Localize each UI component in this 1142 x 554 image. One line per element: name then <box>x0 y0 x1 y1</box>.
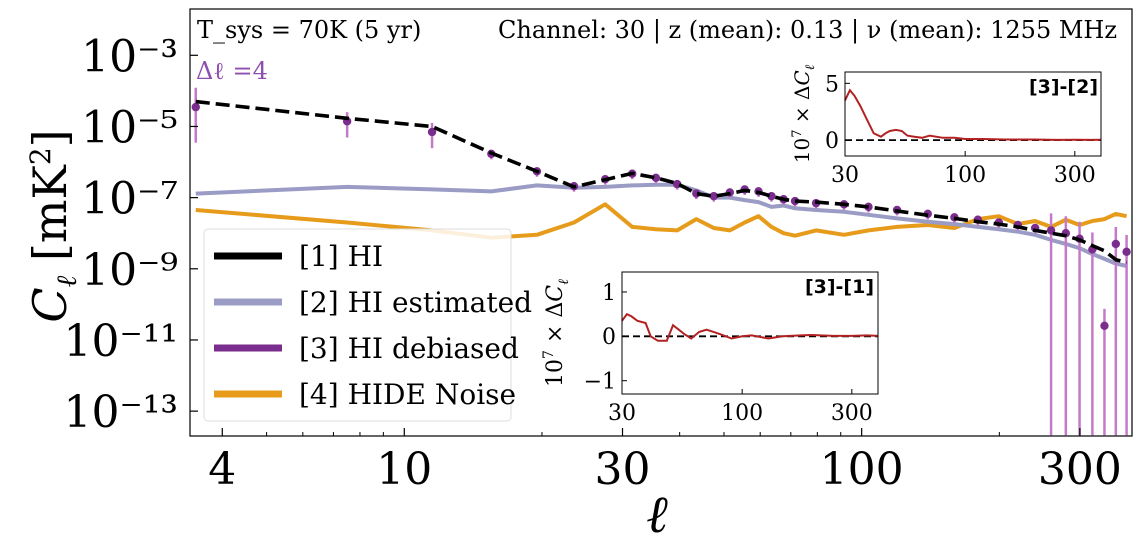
y-tick-label: 10⁻³ <box>81 31 178 82</box>
y-tick-label: 10⁻⁵ <box>81 102 178 153</box>
x-axis-label: ℓ <box>646 485 668 545</box>
inset-3-1-y-tick-label: 1 <box>602 281 616 306</box>
legend-label: [3] HI debiased <box>299 332 519 365</box>
y-tick-label: 10⁻¹³ <box>64 387 179 438</box>
inset-3-2-x-tick-label: 100 <box>944 163 986 188</box>
legend-label: [2] HI estimated <box>299 286 532 319</box>
y-axis-label: Cℓ [mK2] <box>23 129 83 322</box>
inset-3-2-y-tick-label: 5 <box>825 72 839 97</box>
legend-frame <box>203 228 512 422</box>
inset-3-1-x-tick-label: 300 <box>831 401 873 426</box>
inset-3-1-x-tick-label: 100 <box>721 401 763 426</box>
x-tick-label: 4 <box>208 444 236 495</box>
inset-3-1-y-label: 107 × ΔCℓ <box>541 279 572 387</box>
x-tick-label: 10 <box>376 444 432 495</box>
debiased-marker <box>1122 247 1131 257</box>
inset-3-1-difference-line <box>621 312 879 342</box>
inset-3-1-series <box>621 312 879 342</box>
inset-plot-3-1: 30 100 300 −1 0 1 [3]-[1] 107 × ΔCℓ <box>541 271 879 426</box>
inset-3-2-corner-label: [3]-[2] <box>1029 76 1098 98</box>
inset-3-1-x-tick-label: 30 <box>608 401 636 426</box>
channel-annotation: Channel: 30 | z (mean): 0.13 | ν (mean):… <box>498 16 1117 45</box>
main-series-layer <box>191 87 1131 436</box>
debiased-marker <box>709 191 718 201</box>
inset-3-1-frame <box>621 271 879 395</box>
y-tick-label: 10⁻⁹ <box>81 245 178 296</box>
x-tick-label: 30 <box>595 444 651 495</box>
main-x-ticks: 4 10 30 100 300 <box>208 428 1122 495</box>
inset-3-1-y-tick-label: −1 <box>584 370 616 395</box>
delta-ell-annotation: Δℓ =4 <box>196 57 268 85</box>
y-tick-label: 10⁻⁷ <box>81 174 178 225</box>
inset-3-2-difference-line <box>844 88 1102 141</box>
inset-plot-3-2: 30 100 300 0 5 [3]-[2] 107 × ΔCℓ <box>790 64 1102 188</box>
inset-3-2-series <box>844 88 1102 142</box>
inset-3-2-ticks: 30 100 300 0 5 <box>825 72 1096 188</box>
inset-3-2-x-tick-label: 300 <box>1054 163 1096 188</box>
2-hi-estimated-line <box>195 182 1128 268</box>
tsys-annotation: T_sys = 70K (5 yr) <box>197 16 421 44</box>
x-tick-label: 300 <box>1038 444 1122 495</box>
inset-3-2-y-label: 107 × ΔCℓ <box>790 64 818 163</box>
inset-3-2-frame <box>844 71 1102 157</box>
x-tick-label: 100 <box>820 444 904 495</box>
debiased-marker <box>1111 239 1121 249</box>
y-tick-label: 10⁻¹¹ <box>64 316 179 367</box>
1-hi-line <box>195 99 1128 265</box>
legend-label: [4] HIDE Noise <box>299 378 516 411</box>
inset-3-2-y-tick-label: 0 <box>825 129 839 154</box>
4-hide-noise-line <box>195 202 1128 240</box>
inset-3-1-background <box>622 272 878 394</box>
inset-3-1-y-tick-label: 0 <box>602 325 616 350</box>
main-plot-frame <box>189 8 1133 437</box>
main-y-ticks: 10⁻³ 10⁻⁵ 10⁻⁷ 10⁻⁹ 10⁻¹¹ 10⁻¹³ <box>64 31 198 438</box>
debiased-marker <box>191 102 200 112</box>
debiased-marker <box>427 127 437 137</box>
debiased-marker <box>1100 321 1109 331</box>
inset-3-2-x-tick-label: 30 <box>831 163 859 188</box>
inset-3-1-ticks: 30 100 300 −1 0 1 <box>584 281 873 426</box>
inset-3-1-corner-label: [3]-[1] <box>805 276 874 298</box>
legend: [1] HI [2] HI estimated [3] HI debiased [4]… <box>203 228 532 422</box>
inset-3-2-background <box>845 72 1101 156</box>
legend-label: [1] HI <box>299 240 383 273</box>
